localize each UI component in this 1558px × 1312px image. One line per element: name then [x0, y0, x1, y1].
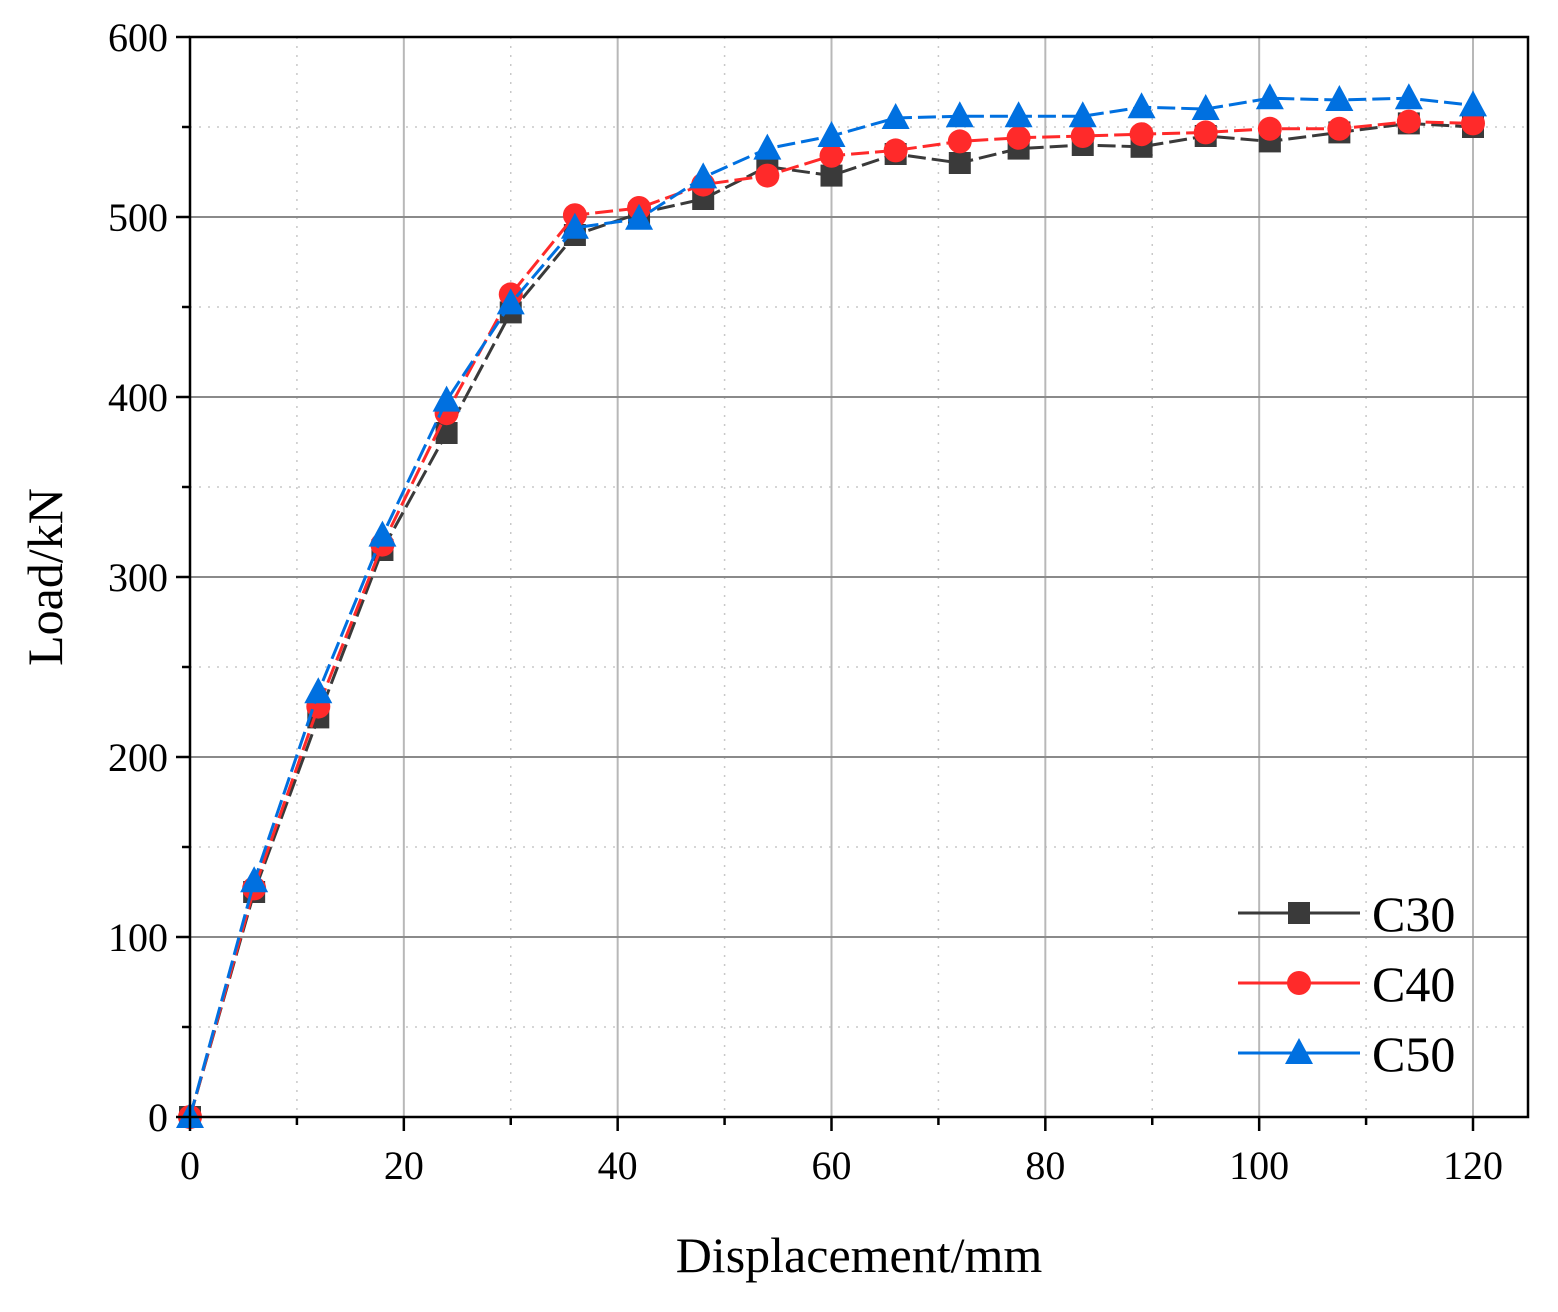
data-point-c40 — [1327, 116, 1352, 141]
data-point-c50 — [817, 121, 846, 147]
legend-marker-c30 — [1288, 902, 1310, 924]
data-point-c30 — [820, 164, 843, 187]
data-point-c40 — [1193, 120, 1218, 145]
data-point-c50 — [689, 162, 718, 189]
y-tick-label: 400 — [108, 375, 168, 420]
axis-layer: 0 20 40 60 80 100 120 0 100 200 300 400 500 600 — [108, 15, 1503, 1188]
x-tick-label: 60 — [812, 1143, 852, 1188]
data-point-c50 — [1127, 92, 1156, 119]
data-point-c40 — [1070, 124, 1095, 148]
legend: C30 C40 C50 — [1238, 886, 1455, 1082]
data-point-c50 — [881, 103, 910, 129]
data-point-c40 — [819, 143, 844, 168]
data-point-c40 — [1129, 122, 1154, 147]
data-point-c50 — [1004, 101, 1033, 128]
x-axis-title: Displacement/mm — [676, 1227, 1043, 1283]
data-point-c40 — [1257, 116, 1282, 141]
x-tick-label: 0 — [180, 1143, 200, 1188]
legend-label-c50: C50 — [1372, 1026, 1455, 1082]
data-point-c50 — [1394, 83, 1423, 110]
data-point-c50 — [1325, 85, 1354, 111]
data-point-c40 — [755, 163, 780, 188]
data-point-c50 — [753, 133, 782, 160]
legend-marker-c50 — [1285, 1038, 1313, 1064]
x-tick-label: 40 — [598, 1143, 638, 1188]
data-point-c50 — [945, 101, 974, 128]
y-axis-title: Load/kN — [17, 488, 73, 666]
data-point-c40 — [1461, 111, 1485, 136]
series-c50 — [176, 83, 1487, 1128]
data-point-c30 — [948, 152, 971, 174]
y-tick-label: 100 — [108, 915, 168, 960]
data-point-c50 — [304, 677, 333, 704]
y-tick-label: 500 — [108, 195, 168, 240]
data-point-c40 — [883, 138, 908, 163]
legend-item-c30: C30 — [1238, 886, 1455, 942]
data-point-c50 — [432, 385, 461, 412]
series-layer — [176, 83, 1487, 1129]
legend-item-c40: C40 — [1238, 956, 1455, 1012]
data-point-c40 — [947, 129, 972, 154]
legend-label-c40: C40 — [1372, 956, 1455, 1012]
x-tick-label: 100 — [1229, 1143, 1289, 1188]
legend-marker-c40 — [1287, 971, 1311, 995]
data-point-c50 — [1255, 83, 1284, 110]
legend-item-c50: C50 — [1238, 1026, 1455, 1082]
data-point-c30 — [435, 422, 458, 444]
data-point-c50 — [1068, 101, 1097, 128]
x-tick-label: 20 — [384, 1143, 424, 1188]
data-point-c40 — [1396, 109, 1421, 134]
data-point-c50 — [625, 203, 654, 230]
y-tick-label: 0 — [148, 1095, 168, 1140]
data-point-c50 — [560, 212, 589, 239]
y-tick-label: 200 — [108, 735, 168, 780]
y-tick-label: 600 — [108, 15, 168, 60]
x-tick-label: 120 — [1443, 1143, 1503, 1188]
grid-layer — [190, 37, 1528, 1117]
y-tick-label: 300 — [108, 555, 168, 600]
data-point-c40 — [1006, 125, 1031, 150]
legend-label-c30: C30 — [1372, 886, 1455, 942]
data-point-c50 — [1459, 90, 1487, 117]
x-tick-label: 80 — [1025, 1143, 1065, 1188]
data-point-c50 — [368, 520, 397, 547]
data-point-c50 — [496, 288, 525, 315]
series-c40 — [178, 109, 1485, 1129]
data-point-c50 — [240, 866, 269, 893]
data-point-c50 — [1191, 94, 1220, 120]
